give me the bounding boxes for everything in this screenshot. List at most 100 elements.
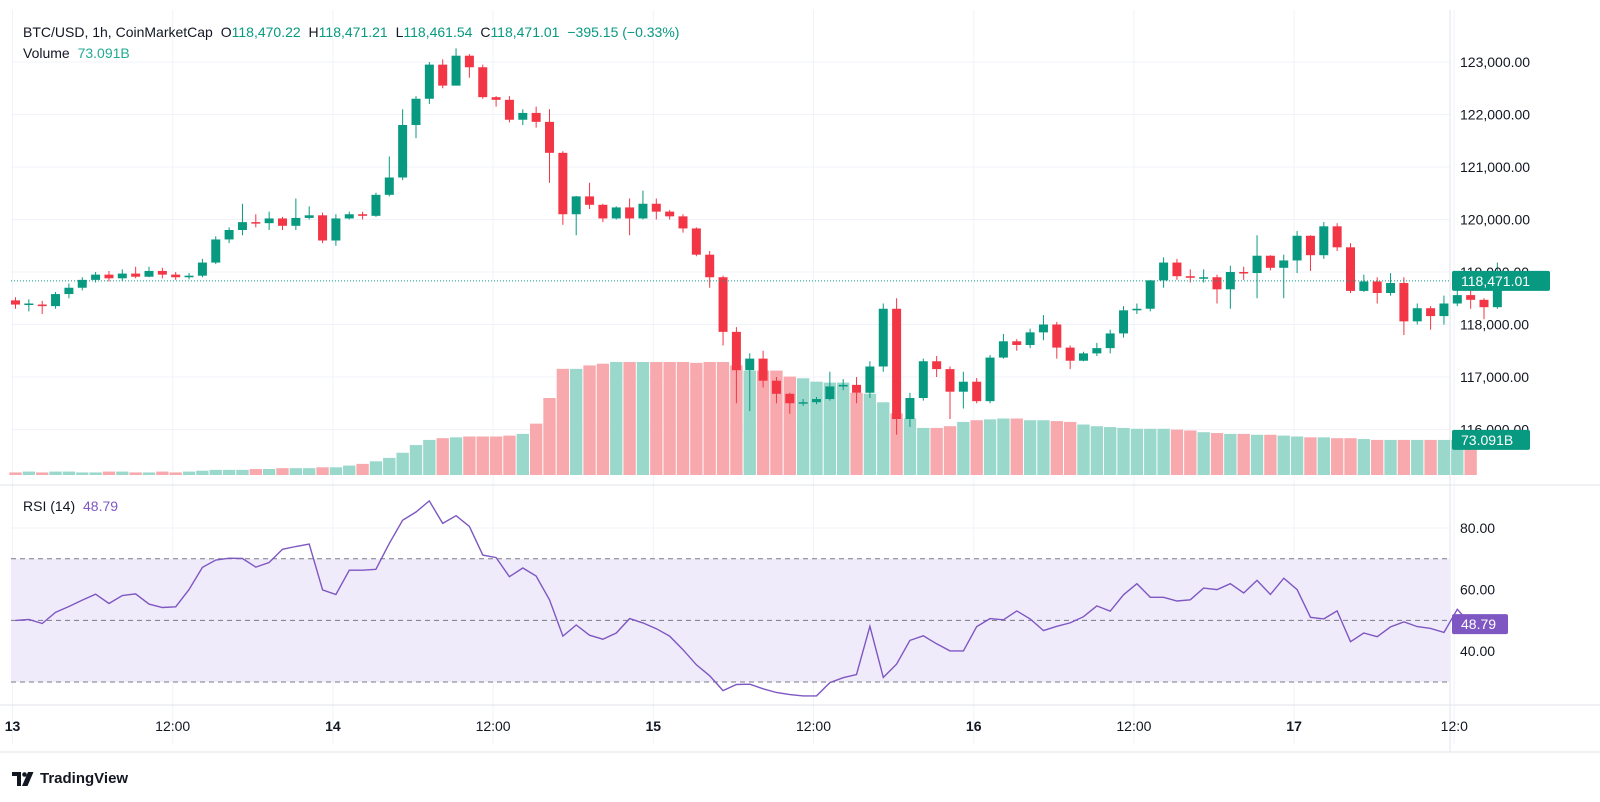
volume-bar bbox=[850, 392, 863, 475]
volume-bar bbox=[756, 370, 770, 475]
volume-header: Volume 73.091B bbox=[23, 45, 134, 61]
candle-body bbox=[344, 214, 354, 219]
volume-bar bbox=[636, 362, 650, 475]
volume-bar bbox=[116, 471, 129, 475]
rsi-label[interactable]: RSI (14) bbox=[23, 498, 76, 514]
time-tick-label: 12:00 bbox=[1116, 718, 1151, 734]
candle-body bbox=[892, 308, 902, 419]
candle-body bbox=[144, 270, 154, 277]
volume-bar bbox=[837, 382, 850, 475]
time-tick-label: 15 bbox=[646, 718, 662, 734]
candle-body bbox=[1038, 324, 1048, 333]
volume-bar bbox=[863, 393, 877, 475]
volume-bar bbox=[396, 452, 409, 475]
volume-bar bbox=[1010, 418, 1023, 475]
rsi-band bbox=[11, 558, 1450, 683]
volume-bar bbox=[1077, 424, 1090, 475]
candle-body bbox=[518, 112, 528, 120]
candle-body bbox=[745, 358, 755, 371]
volume-label[interactable]: Volume bbox=[23, 45, 70, 61]
candle-body bbox=[131, 273, 141, 277]
axes: 123,000.00 122,000.00 121,000.00 120,000.00… bbox=[5, 54, 1550, 734]
candle-body bbox=[1172, 262, 1182, 277]
candle-body bbox=[1399, 283, 1409, 322]
price-tick-label: 117,000.00 bbox=[1460, 369, 1529, 385]
candle-body bbox=[1159, 262, 1169, 281]
volume-bar bbox=[1210, 433, 1224, 475]
volume-bar bbox=[877, 402, 890, 475]
candle-body bbox=[865, 366, 875, 393]
volume-bar bbox=[36, 472, 49, 475]
rsi-band-fill bbox=[11, 558, 1450, 682]
candle-body bbox=[785, 393, 795, 404]
volume-bar bbox=[476, 436, 489, 475]
volume-bar bbox=[329, 467, 343, 475]
volume-bar bbox=[917, 427, 930, 475]
candle-body bbox=[1452, 295, 1462, 304]
volume-bar bbox=[49, 471, 62, 475]
volume-badge-label: 73.091B bbox=[1461, 432, 1513, 448]
volume-bar bbox=[1037, 420, 1050, 475]
candle-body bbox=[104, 274, 114, 279]
candle-body bbox=[411, 98, 421, 125]
candle-body bbox=[1079, 353, 1088, 361]
volume-bar bbox=[570, 368, 583, 475]
candle-body bbox=[384, 177, 394, 195]
candle-body bbox=[117, 273, 127, 279]
volume-bar bbox=[823, 382, 837, 475]
volume-bar bbox=[783, 376, 796, 475]
time-tick-label: 12:00 bbox=[476, 718, 511, 734]
candle-body bbox=[1012, 341, 1022, 345]
symbol-title[interactable]: BTC/USD, 1h, CoinMarketCap bbox=[23, 24, 213, 40]
close-value: 118,471.01 bbox=[490, 24, 560, 40]
volume-bar bbox=[1050, 421, 1063, 475]
volume-bar bbox=[142, 472, 156, 475]
candle-body bbox=[958, 381, 968, 392]
candle-body bbox=[1065, 347, 1075, 361]
candle-body bbox=[438, 64, 448, 86]
volume-bar bbox=[1197, 432, 1210, 475]
candle-body bbox=[1386, 283, 1396, 293]
volume-bar bbox=[1170, 429, 1184, 475]
volume-bar bbox=[650, 362, 663, 475]
volume-bar bbox=[1330, 438, 1344, 475]
candle-body bbox=[718, 277, 728, 332]
candle-body bbox=[1359, 281, 1369, 291]
volume-bar bbox=[623, 362, 636, 475]
volume-bar bbox=[529, 423, 543, 475]
volume-bar bbox=[156, 471, 169, 475]
volume-bar bbox=[169, 472, 182, 475]
volume-bar bbox=[22, 471, 36, 475]
candle-body bbox=[51, 294, 61, 307]
volume-bar bbox=[943, 426, 957, 475]
volume-bar bbox=[196, 470, 209, 475]
candle-body bbox=[972, 381, 982, 402]
candle-body bbox=[398, 125, 408, 178]
volume-bar bbox=[1237, 433, 1250, 475]
volume-bar bbox=[262, 469, 276, 475]
volume-bar bbox=[129, 472, 142, 475]
candle-body bbox=[304, 215, 314, 218]
price-tick-label: 118,000.00 bbox=[1460, 317, 1529, 333]
open-label: O bbox=[220, 24, 232, 40]
volume-bar bbox=[903, 418, 917, 475]
volume-bar bbox=[1397, 439, 1411, 475]
rsi-line bbox=[15, 499, 1472, 697]
candle-body bbox=[1332, 226, 1342, 248]
volume-bar bbox=[222, 469, 236, 475]
time-tick-label: 14 bbox=[325, 718, 341, 734]
candle-body bbox=[278, 218, 287, 226]
candle-body bbox=[171, 274, 181, 278]
candlesticks bbox=[11, 48, 1502, 435]
volume-bar bbox=[249, 469, 262, 475]
candle-body bbox=[24, 303, 34, 305]
low-value: 118,461.54 bbox=[403, 24, 473, 40]
time-tick-label: 12:00 bbox=[155, 718, 190, 734]
tradingview-brand[interactable]: TradingView bbox=[12, 770, 128, 787]
volume-bar bbox=[423, 439, 436, 475]
volume-bar bbox=[1117, 427, 1130, 475]
candle-body bbox=[852, 384, 862, 393]
candle-body bbox=[1105, 333, 1115, 349]
volume-bar bbox=[1384, 439, 1397, 475]
